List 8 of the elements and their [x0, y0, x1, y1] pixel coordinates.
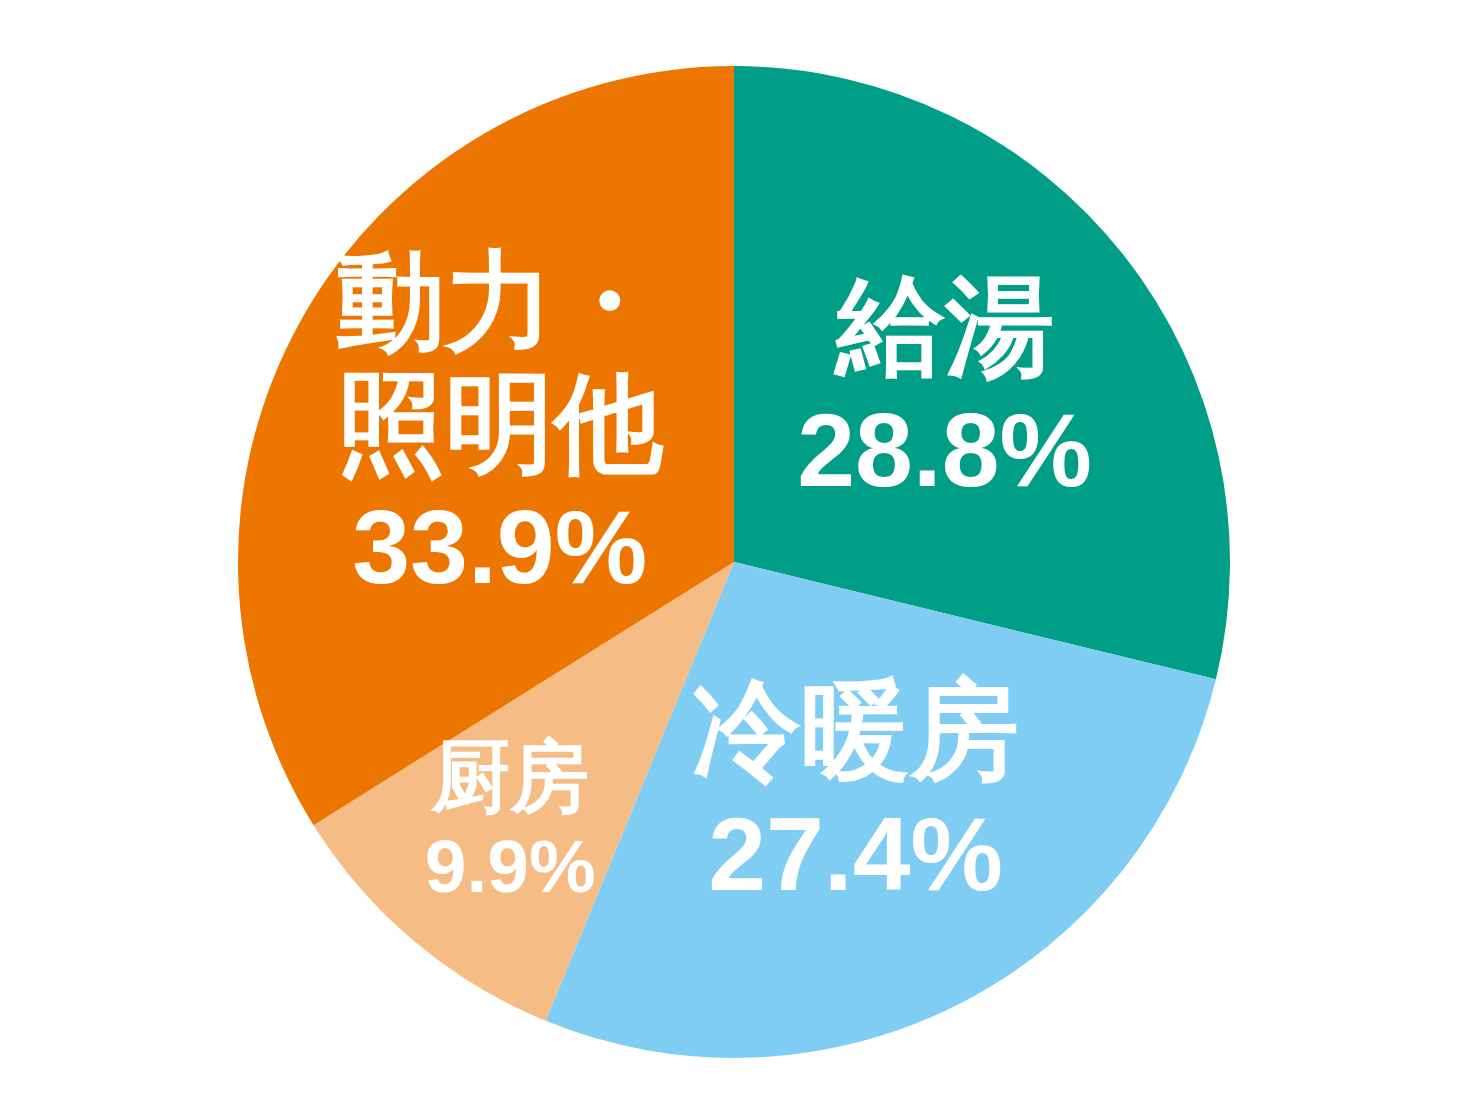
data-label: 9.9% [424, 824, 596, 909]
data-label: 33.9% [352, 488, 648, 605]
slice-label: 給湯 [832, 265, 1054, 388]
slice-label: 冷暖房 [692, 669, 1020, 792]
slice-label: 動力・照明他 [336, 239, 665, 484]
data-label: 27.4% [708, 796, 1004, 913]
data-label: 28.8% [797, 392, 1093, 509]
slice-label: 厨房 [429, 732, 590, 822]
